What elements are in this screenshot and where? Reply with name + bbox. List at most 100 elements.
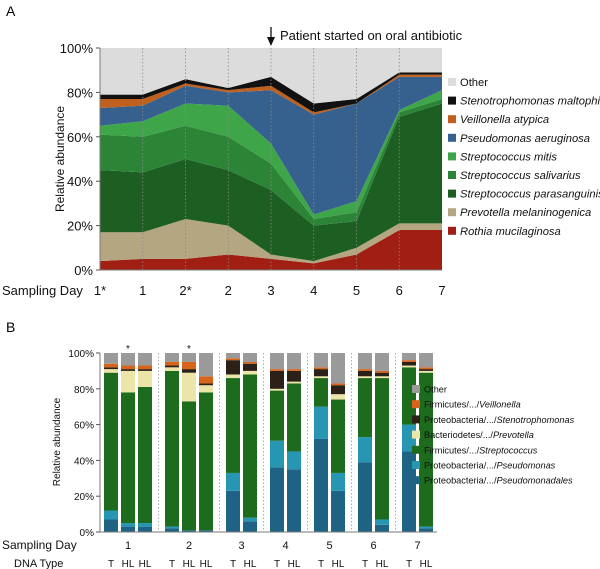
bar-seg-other-2-T (165, 353, 179, 362)
bar-seg-prevotella-3-T (226, 374, 240, 379)
bar-seg-stenotrophomonas-4-HL (287, 370, 301, 382)
bar-seg-streptococcus-7-T (402, 367, 416, 425)
legend-label-prefix: Bacteriodetes/.../ (424, 430, 493, 440)
area-series-stenotrophomonas-maltophilia (100, 72, 442, 113)
bar-seg-veillonella-1-T (104, 363, 118, 368)
legend-swatch-streptococcus (412, 445, 420, 454)
bar-seg-stenotrophomonas-6-HL (375, 372, 389, 377)
legend-label-prefix: Proteobacteria/.../ (424, 476, 497, 486)
legend-label-other: Other (460, 77, 488, 89)
bar-seg-prevotella-5-T (314, 376, 328, 379)
y-axis-label: Relative abundance (52, 397, 63, 486)
panel-b-label: B (6, 319, 15, 335)
y-tick-label: 40% (74, 456, 94, 467)
bar-seg-pseudomonas-1-HL (138, 523, 152, 527)
legend-label-other: Other (424, 385, 447, 395)
bar-seg-prevotella-2-HL (199, 385, 213, 393)
bar-seg-other-1-HL (138, 353, 152, 366)
bar-seg-pseudomonadales-4-HL (287, 469, 301, 532)
bar-seg-other-5-T (314, 353, 328, 368)
bar-seg-veillonella-1-HL (121, 365, 135, 370)
y-tick-label: 100% (68, 349, 94, 360)
day-label: 6 (370, 540, 376, 552)
bar-seg-streptococcus-2-HL (182, 401, 196, 531)
legend-label-streptococcus-salivarius: Streptococcus salivarius (460, 170, 581, 182)
legend-label-streptococcus: Firmicutes/.../Streptococcus (424, 445, 538, 455)
bar-seg-stenotrophomonas-2-HL (199, 383, 213, 386)
bar-seg-streptococcus-1-T (104, 372, 118, 511)
bar-seg-prevotella-2-HL (182, 372, 196, 402)
legend-swatch-other (448, 78, 456, 86)
bar-seg-streptococcus-2-T (165, 370, 179, 527)
legend-label-stenotrophomonas: Proteobacteria/.../Stenotrophomonas (424, 415, 575, 425)
bar-seg-other-7-T (402, 353, 416, 361)
bar-seg-prevotella-4-HL (287, 381, 301, 384)
legend-swatch-prevotella (412, 430, 420, 439)
x-tick-label: 7 (438, 283, 445, 298)
bar-seg-prevotella-2-T (165, 367, 179, 371)
area-series-other (100, 48, 442, 104)
day-label: 3 (238, 540, 244, 552)
y-tick-label: 0% (74, 263, 93, 278)
legend-label-taxon: Pseudomonadales (497, 476, 574, 486)
star-marker: * (126, 344, 130, 355)
area-series-veillonella-atypica (100, 74, 442, 115)
bar-seg-stenotrophomonas-2-HL (182, 369, 196, 373)
bar-seg-stenotrophomonas-7-HL (419, 369, 433, 371)
bar-seg-streptococcus-1-HL (121, 392, 135, 524)
area-series-rothia-mucilaginosa (100, 230, 442, 270)
bar-seg-streptococcus-5-T (314, 378, 328, 407)
bar-seg-other-2-HL (199, 353, 213, 377)
legend-label-prevotella-melaninogenica: Prevotella melaninogenica (460, 207, 591, 219)
y-tick-label: 80% (74, 385, 94, 396)
x-tick-label: 5 (353, 283, 360, 298)
dna-type-tick: T (169, 559, 175, 569)
y-tick-label: 100% (60, 41, 94, 56)
bar-seg-pseudomonadales-5-T (314, 438, 328, 532)
bar-seg-veillonella-2-HL (199, 376, 213, 384)
legend-label-pseudomonas: Proteobacteria/.../Pseudomonas (424, 461, 556, 471)
legend-swatch-streptococcus-parasanguinis (448, 189, 456, 198)
legend-label-streptococcus-mitis: Streptococcus mitis (460, 151, 557, 163)
bar-seg-streptococcus-6-HL (375, 378, 389, 520)
legend-swatch-veillonella-atypica (448, 115, 456, 124)
legend-label-prevotella: Bacteriodetes/.../Prevotella (424, 430, 534, 440)
legend-label-taxon: Prevotella (493, 430, 534, 440)
legend-swatch-rothia-mucilaginosa (448, 226, 456, 235)
bar-seg-stenotrophomonas-3-T (226, 360, 240, 375)
bar-seg-pseudomonadales-2-HL (199, 530, 213, 532)
x-tick-label: 2* (179, 283, 191, 298)
bar-seg-stenotrophomonas-3-HL (243, 363, 257, 371)
legend-swatch-pseudomonadales (412, 476, 420, 485)
dna-type-tick: HL (200, 559, 213, 569)
bar-seg-stenotrophomonas-4-T (270, 370, 284, 389)
x-tick-label: 2 (225, 283, 232, 298)
bar-seg-veillonella-6-T (358, 369, 372, 371)
bar-seg-pseudomonas-6-HL (375, 519, 389, 525)
bar-seg-prevotella-5-HL (331, 394, 345, 400)
legend-swatch-veillonella (412, 400, 420, 409)
dna-type-tick: T (274, 559, 280, 569)
legend-label-veillonella: Firmicutes/.../Veillonella (424, 400, 521, 410)
x-tick-label: 4 (310, 283, 317, 298)
bar-seg-veillonella-7-T (402, 360, 416, 362)
bar-seg-pseudomonadales-2-HL (182, 530, 196, 532)
legend-label-stenotrophomonas-maltophilia: Stenotrophomonas maltophilia (460, 96, 600, 108)
legend-swatch-streptococcus-mitis (448, 152, 456, 161)
bar-seg-pseudomonas-4-T (270, 440, 284, 468)
bar-seg-veillonella-6-HL (375, 370, 389, 373)
day-label: 2 (186, 540, 192, 552)
bar-seg-streptococcus-4-HL (287, 383, 301, 452)
legend-label-taxon: Veillonella (479, 400, 521, 410)
bar-seg-veillonella-2-HL (182, 361, 196, 370)
dna-type-tick: T (230, 559, 236, 569)
bar-seg-pseudomonadales-1-HL (121, 526, 135, 532)
legend-label-pseudomonadales: Proteobacteria/.../Pseudomonadales (424, 476, 573, 486)
bar-seg-veillonella-4-HL (287, 369, 301, 371)
bar-seg-prevotella-6-HL (375, 376, 389, 379)
x-tick-label: 1* (94, 283, 106, 298)
bar-seg-pseudomonadales-6-T (358, 462, 372, 532)
legend-swatch-prevotella-melaninogenica (448, 208, 456, 217)
bar-seg-streptococcus-6-T (358, 378, 372, 438)
